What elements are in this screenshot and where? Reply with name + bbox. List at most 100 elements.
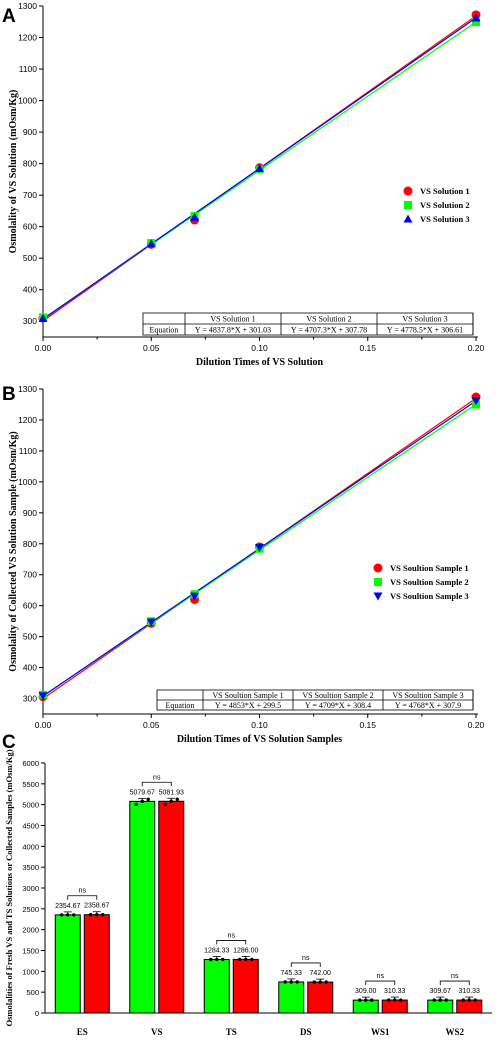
data-point [255,163,264,172]
x-tick-label: 0.10 [251,720,268,730]
y-tick-label: 0 [35,1009,39,1018]
replicate-point [312,980,316,984]
replicate-point [238,957,242,962]
bar-value-label: 309.67 [430,988,452,995]
y-axis-title: Osmolality of Collected VS Solution Samp… [8,431,19,671]
bar [129,800,156,1014]
y-tick-label: 3500 [22,863,39,872]
data-point [471,13,481,22]
table-equation: Y = 4853*X + 299.5 [215,701,281,710]
x-tick-label: 0.15 [359,343,376,353]
legend-label: VS Soultion Sample 2 [390,577,469,587]
legend-marker [403,214,413,223]
table-equation: Y = 4778.5*X + 306.61 [387,326,463,335]
bar [158,800,185,1014]
x-tick-label: 0.20 [468,343,485,353]
significance-label: ns [79,888,87,895]
significance-label: ns [228,932,236,939]
replicate-point [473,998,477,1002]
bar [83,914,110,1014]
legend-label: VS Soultion Sample 3 [390,591,469,601]
category-label: WS1 [371,1027,390,1037]
y-tick-label: 700 [23,190,37,200]
panel-b-scatter: 300 400 500 600 700 800 900 1000 1100 1200 1300 0.0… [8,384,485,745]
data-point [38,313,48,322]
significance-bracket [439,980,470,986]
replicate-point [467,998,471,1002]
replicate-point [370,998,374,1002]
replicate-point [461,998,465,1002]
significance-label: ns [302,955,310,962]
y-tick-label: 600 [23,222,37,232]
replicate-point [221,957,225,962]
y-tick-label: 1200 [18,33,37,43]
replicate-point [295,980,299,984]
replicate-point [324,980,328,984]
bar [456,999,483,1014]
bar-value-label: 310.33 [384,988,406,995]
legend-label: VS Solution 2 [420,200,470,210]
bar-value-label: 5081.93 [159,789,184,796]
x-axis-title: Dilution Times of VS Solution [196,357,324,368]
significance-bracket [141,781,172,787]
replicate-point [169,799,173,803]
y-tick-label: 2000 [22,926,39,935]
table-column-header: VS Soultion Sample 2 [302,691,373,700]
table-equation: Y = 4709*X + 308.4 [305,701,371,710]
significance-bracket [67,895,98,900]
y-tick-label: 900 [23,127,37,137]
category-label: VS [151,1027,163,1037]
replicate-point [140,799,144,804]
y-tick-label: 1300 [18,1,37,11]
bar-value-label: 1286.00 [233,947,258,954]
replicate-point [163,802,167,806]
y-tick-label: 1100 [19,446,38,456]
replicate-point [289,980,293,984]
bar-value-label: 309.00 [355,988,377,995]
table-equation: Y = 4707.3*X + 307.78 [291,326,367,335]
y-tick-label: 500 [23,253,37,263]
y-tick-label: 800 [23,539,37,549]
replicate-point [358,998,362,1002]
panel-letter-b: B [2,384,16,405]
x-tick-label: 0.10 [251,343,268,353]
y-tick-label: 800 [23,159,37,169]
bar-value-label: 310.33 [459,988,481,995]
y-tick-label: 1200 [18,415,37,425]
bar-value-label: 5079.67 [130,789,155,796]
bar [352,999,379,1014]
replicate-point [60,913,64,917]
significance-label: ns [377,973,385,980]
replicate-point [89,913,93,917]
bar [427,999,454,1014]
legend-label: VS Solution 1 [420,186,470,196]
replicate-point [101,913,105,917]
category-label: TS [226,1027,237,1037]
bar [54,914,81,1014]
legend-marker [374,578,382,586]
bar-value-label: 2358.67 [84,903,109,910]
data-point [471,397,481,406]
bar-value-label: 1284.33 [204,947,229,954]
y-tick-label: 700 [23,570,37,580]
replicate-point [146,797,150,802]
y-axis-title: Osmolality of VS Solution (mOsm/Kg) [8,90,19,254]
legend-marker [404,201,412,209]
bar [307,981,334,1014]
replicate-point [250,957,254,962]
replicate-point [244,957,248,962]
table-column-header: VS Solution 2 [306,315,351,324]
y-tick-label: 300 [23,694,37,704]
category-label: DS [300,1027,312,1037]
data-point [472,18,480,27]
panel-a-scatter: 300 400 500 600 700 800 900 1000 1100 1200 1300 0.0… [8,1,485,368]
table-column-header: VS Soultion Sample 3 [392,691,463,700]
data-point [146,239,156,248]
data-point [38,692,48,701]
table-column-header: VS Solution 1 [210,315,255,324]
table-row-header: Equation [150,326,179,335]
replicate-point [364,998,368,1002]
bar [203,958,230,1014]
panel-letter-a: A [2,6,16,27]
